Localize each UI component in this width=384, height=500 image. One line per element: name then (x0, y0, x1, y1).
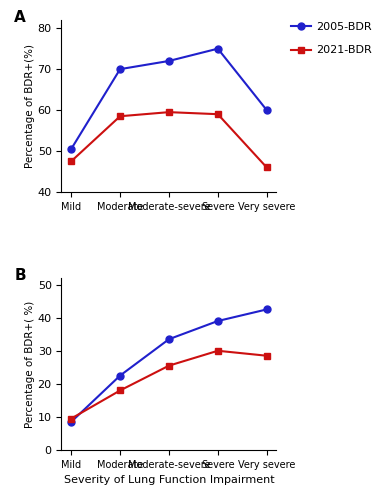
Line: 2021-BDR: 2021-BDR (68, 108, 270, 171)
2021-BDR (118, 388, 122, 394)
Line: 2005-BDR: 2005-BDR (68, 306, 270, 426)
Y-axis label: Percentage of BDR+(%): Percentage of BDR+(%) (25, 44, 35, 168)
2021-BDR (265, 352, 269, 358)
Line: 2021-BDR: 2021-BDR (68, 348, 270, 422)
Text: A: A (14, 10, 26, 24)
2021-BDR (167, 362, 171, 368)
X-axis label: Severity of Lung Function Impairment: Severity of Lung Function Impairment (64, 476, 274, 486)
2021-BDR (215, 348, 220, 354)
Legend: 2005-BDR, 2021-BDR: 2005-BDR, 2021-BDR (291, 22, 372, 56)
2005-BDR (215, 46, 220, 52)
Line: 2005-BDR: 2005-BDR (68, 45, 270, 152)
Y-axis label: Percentage of BDR+( %): Percentage of BDR+( %) (25, 300, 35, 428)
2021-BDR (69, 416, 73, 422)
2005-BDR (265, 107, 269, 113)
2021-BDR (167, 109, 171, 115)
2021-BDR (265, 164, 269, 170)
2021-BDR (118, 113, 122, 119)
2005-BDR (118, 372, 122, 378)
2005-BDR (69, 146, 73, 152)
Text: B: B (14, 268, 26, 282)
2021-BDR (215, 111, 220, 117)
2021-BDR (69, 158, 73, 164)
2005-BDR (118, 66, 122, 72)
2005-BDR (69, 419, 73, 425)
2005-BDR (265, 306, 269, 312)
2005-BDR (167, 58, 171, 64)
2005-BDR (215, 318, 220, 324)
2005-BDR (167, 336, 171, 342)
